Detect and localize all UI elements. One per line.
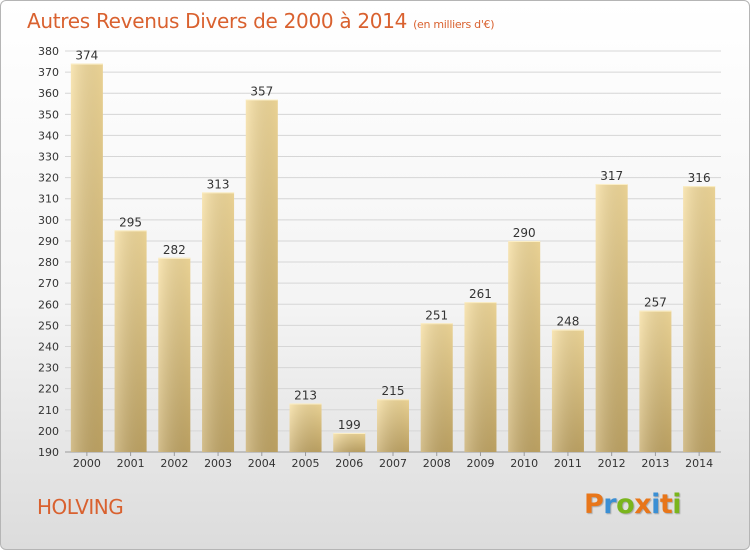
y-tick-label: 310 (38, 193, 59, 206)
chart-title: Autres Revenus Divers de 2000 à 2014 (en … (27, 9, 495, 33)
data-label: 213 (294, 388, 317, 402)
bar (202, 192, 235, 452)
bar (377, 399, 409, 452)
x-tick-label: 2001 (117, 457, 145, 470)
y-tick-label: 210 (38, 404, 59, 417)
bar (464, 302, 497, 452)
data-label: 248 (556, 315, 579, 329)
bars (70, 63, 716, 453)
data-label: 313 (207, 177, 230, 191)
chart-title-text: Autres Revenus Divers de 2000 à 2014 (27, 9, 408, 33)
bar (551, 329, 584, 452)
y-tick-label: 370 (38, 66, 59, 79)
y-axis-ticks: 190 200 210 220 230 240 250 260 270 280 290 300 310 3… (38, 45, 59, 459)
bar (245, 99, 278, 452)
x-tick-label: 2013 (641, 457, 669, 470)
unit-note: (en milliers d'€) (413, 18, 495, 31)
data-label: 251 (425, 308, 448, 322)
logo-letter: P (584, 489, 604, 520)
y-tick-label: 280 (38, 256, 59, 269)
x-tick-label: 2002 (160, 457, 188, 470)
y-tick-label: 220 (38, 383, 59, 396)
data-label: 317 (600, 169, 623, 183)
x-axis-ticks: 2000 2001 2002 2003 2004 2005 2006 2007 2008 2009… (73, 452, 713, 470)
data-label: 290 (513, 226, 536, 240)
logo-letter: x (634, 489, 652, 520)
bar (595, 183, 628, 452)
x-tick-label: 2004 (248, 457, 276, 470)
data-label: 215 (382, 384, 405, 398)
data-label: 261 (469, 287, 492, 301)
data-label: 257 (644, 296, 667, 310)
bar (683, 186, 716, 453)
y-tick-label: 360 (38, 87, 59, 100)
bar (639, 310, 672, 452)
bar (420, 323, 453, 452)
location-label: HOLVING (37, 495, 124, 519)
data-label: 374 (75, 49, 98, 63)
data-label: 316 (688, 171, 711, 185)
bar (508, 240, 541, 452)
bar (114, 230, 147, 452)
bar (333, 433, 366, 452)
y-tick-label: 200 (38, 425, 59, 438)
y-tick-label: 190 (38, 446, 59, 459)
y-tick-label: 320 (38, 172, 59, 185)
bar (158, 257, 191, 452)
logo-letter: r (603, 489, 617, 520)
x-tick-label: 2011 (554, 457, 582, 470)
x-tick-label: 2009 (466, 457, 494, 470)
x-tick-label: 2010 (510, 457, 538, 470)
y-tick-label: 250 (38, 319, 59, 332)
y-tick-label: 240 (38, 340, 59, 353)
y-tick-label: 300 (38, 214, 59, 227)
y-tick-label: 350 (38, 108, 59, 121)
data-labels: 374 295 282 313 357 213 199 215 251 261 290 248 317 2… (75, 49, 710, 432)
y-tick-label: 270 (38, 277, 59, 290)
y-tick-label: 340 (38, 129, 59, 142)
x-tick-label: 2005 (292, 457, 320, 470)
x-tick-label: 2006 (335, 457, 363, 470)
x-tick-label: 2000 (73, 457, 101, 470)
y-tick-label: 380 (38, 45, 59, 58)
x-tick-label: 2008 (423, 457, 451, 470)
proxiti-logo: Proxiti (584, 489, 682, 520)
bar (289, 403, 322, 452)
logo-letter: i (672, 489, 682, 520)
logo-letter: i (651, 489, 660, 520)
bar (70, 63, 103, 453)
x-tick-label: 2003 (204, 457, 232, 470)
data-label: 295 (119, 215, 142, 229)
y-tick-label: 230 (38, 362, 59, 375)
y-tick-label: 330 (38, 151, 59, 164)
logo-letter: t (659, 489, 673, 520)
x-tick-label: 2014 (685, 457, 713, 470)
data-label: 282 (163, 243, 186, 257)
logo-letter: o (616, 489, 635, 520)
x-tick-label: 2012 (598, 457, 626, 470)
data-label: 199 (338, 418, 361, 432)
y-tick-label: 290 (38, 235, 59, 248)
data-label: 357 (250, 85, 273, 99)
x-tick-label: 2007 (379, 457, 407, 470)
y-tick-label: 260 (38, 298, 59, 311)
